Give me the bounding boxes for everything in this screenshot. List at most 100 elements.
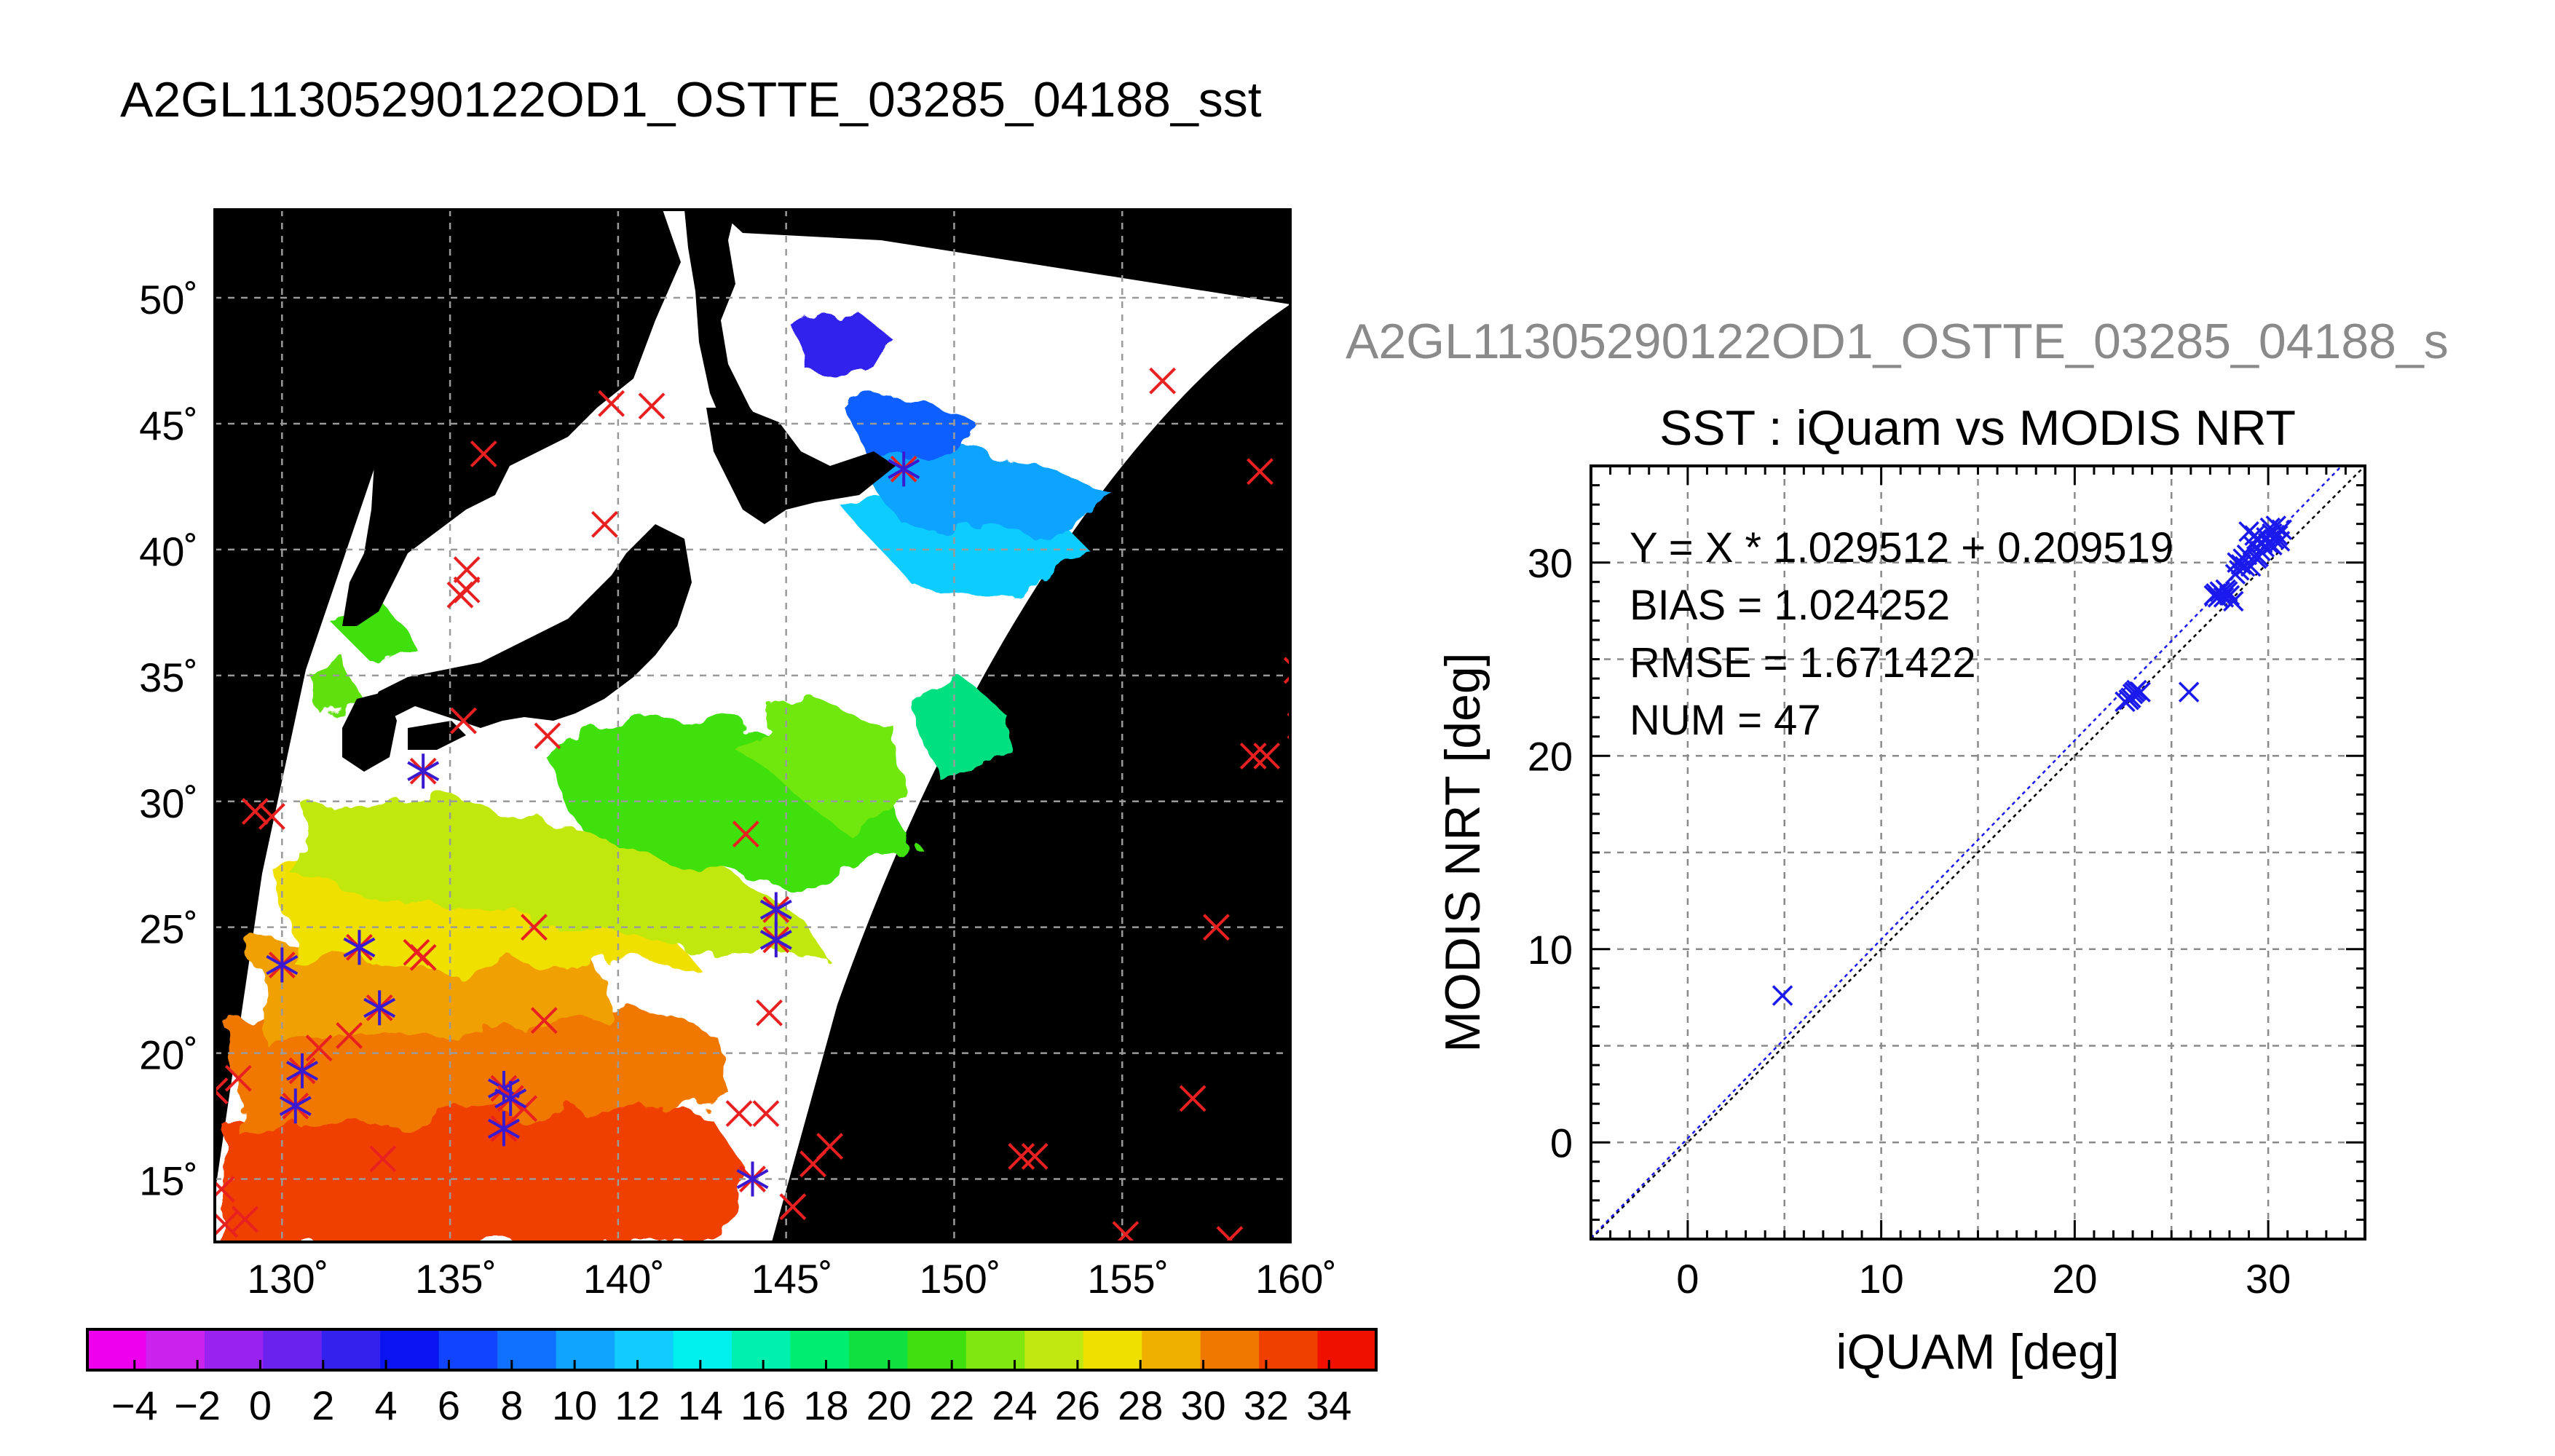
sst-map: 15˚ 20˚ 25˚ 30˚ 35˚ 40˚ 45˚ 50˚ 130˚ 135˚ 140˚ 145…	[139, 208, 1337, 1302]
unmatched-point-marker	[224, 1064, 252, 1092]
scatter-y-axis: 0 10 20 30	[1528, 540, 1573, 1166]
lon-tick-label: 160˚	[1255, 1256, 1337, 1302]
one-to-one-line	[1591, 466, 2365, 1239]
sst-blue	[845, 393, 976, 466]
lon-tick-label: 135˚	[415, 1256, 497, 1302]
scatter-ytick-label: 30	[1528, 540, 1573, 586]
colorbar-swatch	[848, 1329, 909, 1370]
matched-point-marker	[487, 1111, 520, 1147]
matched-point-marker	[286, 1053, 318, 1088]
lat-tick-label: 40˚	[139, 529, 198, 574]
colorbar-swatch	[732, 1329, 791, 1370]
unmatched-point-marker	[638, 392, 666, 420]
colorbar-tick-label: 20	[866, 1382, 912, 1428]
colorbar-tick-label: 24	[992, 1382, 1037, 1428]
lon-tick-label: 155˚	[1087, 1256, 1169, 1302]
scatter-xtick-label: 30	[2246, 1256, 2291, 1302]
lat-tick-label: 35˚	[139, 654, 198, 700]
lat-tick-label: 45˚	[139, 403, 198, 448]
scatter-point	[2178, 681, 2200, 703]
colorbar-tick-label: 0	[249, 1382, 272, 1428]
unmatched-point-marker	[1203, 914, 1230, 941]
unmatched-point-marker	[403, 938, 430, 966]
scatter-plot: SST : iQuam vs MODIS NRT 0 10 20 30 0 10 20 30…	[1435, 400, 2366, 1380]
scatter-annotation: BIAS = 1.024252	[1630, 582, 1950, 629]
colorbar-tick-label: 6	[438, 1382, 460, 1428]
unmatched-point-marker	[534, 722, 561, 750]
colorbar-swatch	[556, 1329, 616, 1370]
colorbar-swatch	[1200, 1329, 1260, 1370]
unmatched-point-marker	[241, 798, 269, 826]
lat-tick-label: 25˚	[139, 906, 198, 952]
lon-tick-label: 150˚	[919, 1256, 1000, 1302]
colorbar-swatch	[1259, 1329, 1319, 1370]
colorbar-swatch	[1083, 1329, 1143, 1370]
unmatched-point-marker	[521, 914, 548, 941]
colorbar-tick-label: 12	[615, 1382, 660, 1428]
lat-tick-label: 15˚	[139, 1158, 198, 1204]
land-korea-asia	[342, 210, 681, 626]
unmatched-point-marker	[779, 1193, 807, 1220]
unmatched-point-marker	[591, 510, 618, 538]
map-markers	[215, 367, 1290, 1242]
land-kyushu	[342, 692, 397, 772]
scatter-point	[2224, 563, 2246, 585]
scatter-xtick-label: 20	[2052, 1256, 2097, 1302]
scatter-point	[2262, 534, 2283, 556]
unmatched-point-marker	[453, 556, 481, 583]
colorbar-swatches	[87, 1329, 1377, 1370]
unmatched-point-marker	[1008, 1142, 1035, 1170]
lat-tick-label: 30˚	[139, 780, 198, 826]
unmatched-point-marker	[1112, 1221, 1140, 1242]
unmatched-point-marker	[470, 440, 497, 467]
colorbar: −4 −2 0 2 4 6 8 10 12 14 16 18 20 22 24 26 28 30 32 34	[86, 1328, 1378, 1428]
colorbar-swatch	[263, 1329, 323, 1370]
colorbar-tick-label: 26	[1055, 1382, 1100, 1428]
matched-point-marker	[888, 451, 920, 487]
colorbar-swatch	[321, 1329, 382, 1370]
colorbar-tick-label: 22	[929, 1382, 974, 1428]
scatter-xtick-label: 10	[1858, 1256, 1903, 1302]
sst-light-green	[728, 699, 910, 830]
scatter-point	[2223, 590, 2244, 612]
colorbar-tick-label: 30	[1180, 1382, 1225, 1428]
map-title: A2GL11305290122OD1_OSTTE_03285_04188_sst	[120, 72, 1262, 127]
land-sakhalin	[684, 210, 786, 480]
colorbar-tick-label: 28	[1118, 1382, 1163, 1428]
unmatched-point-marker	[369, 1145, 397, 1173]
unmatched-point-marker	[215, 1077, 229, 1104]
colorbar-swatch	[380, 1329, 440, 1370]
colorbar-swatch	[673, 1329, 732, 1370]
unmatched-point-marker	[530, 1007, 558, 1034]
scatter-annotation: RMSE = 1.671422	[1630, 639, 1976, 687]
scatter-point	[2271, 519, 2292, 540]
scatter-annotation: NUM = 47	[1630, 697, 1821, 744]
colorbar-swatch	[438, 1329, 499, 1370]
unmatched-point-marker	[756, 999, 783, 1026]
matched-point-marker	[407, 753, 440, 789]
unmatched-point-marker	[305, 1034, 333, 1062]
matched-point-marker	[343, 930, 376, 965]
colorbar-tick-label: 18	[803, 1382, 848, 1428]
colorbar-tick-label: −4	[111, 1382, 158, 1428]
colorbar-swatch	[204, 1329, 264, 1370]
colorbar-tick-label: 16	[741, 1382, 786, 1428]
colorbar-tick-label: 14	[678, 1382, 723, 1428]
colorbar-tick-label: 8	[500, 1382, 523, 1428]
unmatched-point-marker	[725, 1100, 753, 1128]
scatter-point	[2219, 585, 2240, 606]
map-frame	[213, 208, 1292, 1243]
scatter-points	[1772, 515, 2292, 1006]
unmatched-point-marker	[215, 1175, 235, 1203]
scatter-x-axis: 0 10 20 30	[1676, 1256, 2291, 1302]
scatter-point	[2130, 681, 2151, 703]
scatter-xlabel: iQUAM [deg]	[1836, 1324, 2119, 1380]
unmatched-point-marker	[732, 820, 759, 848]
colorbar-swatch	[1142, 1329, 1201, 1370]
lon-tick-label: 145˚	[751, 1256, 833, 1302]
unmatched-point-marker	[232, 1206, 258, 1233]
land-honshu	[364, 524, 692, 728]
land	[342, 210, 896, 772]
matched-point-marker	[759, 892, 792, 927]
